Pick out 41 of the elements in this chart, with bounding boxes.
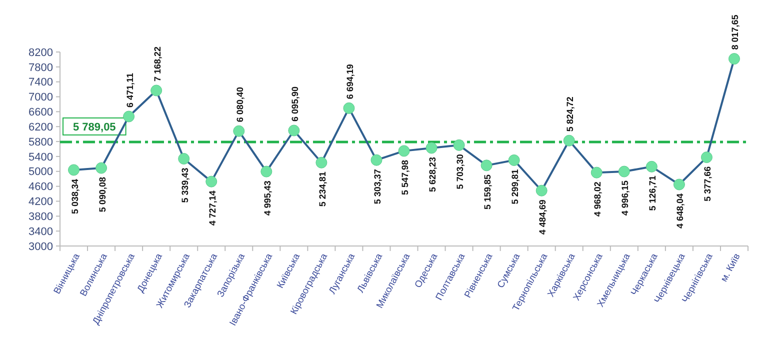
data-label: 5 303,37 <box>372 169 382 204</box>
y-tick-label: 3000 <box>28 240 53 253</box>
data-label: 5 824,72 <box>565 96 576 132</box>
y-tick-label: 5000 <box>28 166 53 178</box>
data-label: 5 090,08 <box>97 177 108 212</box>
data-label: 5 547,98 <box>400 160 410 195</box>
data-label: 5 159,85 <box>482 174 493 210</box>
y-tick-label: 6200 <box>28 121 53 134</box>
data-label: 5 703,30 <box>455 154 466 190</box>
data-label: 6 694,19 <box>344 64 355 100</box>
data-label: 4 648,04 <box>675 194 686 229</box>
y-tick-label: 6600 <box>28 106 53 119</box>
data-label: 5 038,34 <box>70 178 80 214</box>
y-tick-label: 4600 <box>28 181 53 194</box>
y-tick-label: 7000 <box>28 92 53 104</box>
y-tick-label: 5800 <box>28 136 53 148</box>
data-label: 5 339,43 <box>180 168 190 203</box>
y-tick-label: 4200 <box>28 196 53 208</box>
data-label: 7 168,22 <box>152 46 162 82</box>
data-label: 5 377,66 <box>702 166 713 202</box>
ref-line-label: 5 789,05 <box>72 121 116 134</box>
y-tick-label: 8200 <box>28 46 53 59</box>
y-tick-label: 7400 <box>28 76 53 89</box>
data-label: 4 995,43 <box>262 180 272 216</box>
data-label: 6 080,40 <box>234 87 245 122</box>
y-tick-label: 3800 <box>28 211 53 224</box>
data-label: 4 996,15 <box>620 180 630 216</box>
data-label: 5 628,23 <box>428 156 438 192</box>
data-label: 5 234,81 <box>317 172 328 207</box>
data-label: 6 471,11 <box>124 72 135 108</box>
x-tick-label: м. Київ <box>718 252 743 284</box>
data-label: 4 727,14 <box>207 190 218 226</box>
data-label: 4 484,69 <box>538 200 548 235</box>
data-label: 8 017,65 <box>730 14 740 50</box>
y-tick-label: 5400 <box>28 151 53 164</box>
data-label: 6 095,90 <box>290 86 300 122</box>
y-tick-label: 7800 <box>28 62 53 74</box>
data-label: 5 299,81 <box>510 169 520 204</box>
y-tick-label: 3400 <box>28 226 53 238</box>
data-label: 5 126,71 <box>648 176 658 211</box>
data-label: 4 968,02 <box>592 182 603 217</box>
